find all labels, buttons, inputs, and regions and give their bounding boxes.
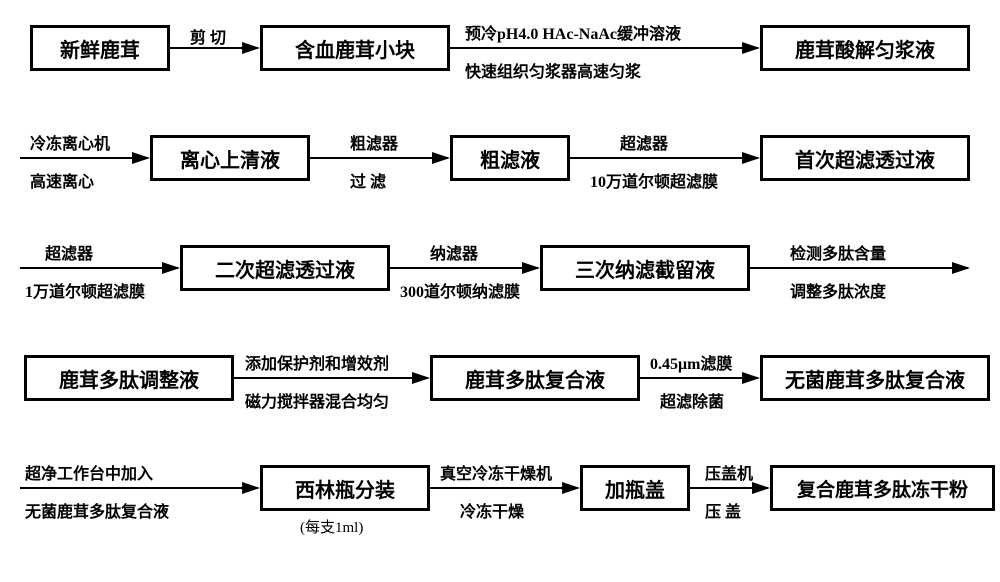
edge-label-homogenizer: 快速组织匀浆器高速匀浆	[465, 58, 641, 82]
edge-label-uf2-top: 超滤器	[45, 240, 93, 264]
node-polypeptide-adjusted: 鹿茸多肽调整液	[24, 355, 234, 401]
node-vial-filling: 西林瓶分装	[260, 465, 430, 511]
node-label: 无菌鹿茸多肽复合液	[785, 364, 965, 393]
node-lyophilized-powder: 复合鹿茸多肽冻干粉	[770, 465, 995, 511]
edge-label-centrifuge-bot: 高速离心	[30, 168, 94, 192]
edge-label-presscap-top: 压盖机	[705, 460, 753, 484]
edge-label-nf-top: 纳滤器	[430, 240, 478, 264]
node-label: 含血鹿茸小块	[295, 34, 415, 63]
edge-label-buffer: 预冷pH4.0 HAc-NaAc缓冲溶液	[465, 20, 681, 44]
edge-label-presscap-bot: 压 盖	[705, 498, 741, 522]
node-blood-antler-pieces: 含血鹿茸小块	[260, 25, 450, 71]
node-label: 加瓶盖	[605, 474, 665, 503]
edge-label-ultrafilter-bot: 10万道尔顿超滤膜	[590, 168, 718, 192]
node-coarse-filtrate: 粗滤液	[450, 135, 570, 181]
node-capping: 加瓶盖	[580, 465, 690, 511]
node-vial-sublabel: (每支1ml)	[300, 516, 363, 537]
edge-label-nf-bot: 300道尔顿纳滤膜	[400, 278, 520, 302]
edge-label-cut: 剪 切	[190, 24, 226, 48]
node-label: 三次纳滤截留液	[575, 254, 715, 283]
node-label: 鹿茸多肽复合液	[465, 364, 605, 393]
edge-label-centrifuge-top: 冷冻离心机	[30, 130, 110, 154]
node-acidolysis-homogenate: 鹿茸酸解匀浆液	[760, 25, 970, 71]
edge-label-045-bot: 超滤除菌	[660, 388, 724, 412]
edge-label-detect-bot: 调整多肽浓度	[790, 278, 886, 302]
edge-label-045-top: 0.45μm滤膜	[650, 350, 732, 374]
edge-label-coarse-filter-top: 粗滤器	[350, 130, 398, 154]
node-label: 复合鹿茸多肽冻干粉	[797, 475, 968, 502]
edge-label-coarse-filter-bot: 过 滤	[350, 168, 386, 192]
node-label: 粗滤液	[480, 144, 540, 173]
edge-label-detect-top: 检测多肽含量	[790, 240, 886, 264]
edge-label-ultrafilter-top: 超滤器	[620, 130, 668, 154]
flowchart-canvas: 新鲜鹿茸 含血鹿茸小块 鹿茸酸解匀浆液 离心上清液 粗滤液 首次超滤透过液 二次…	[0, 0, 1000, 582]
node-label: 鹿茸酸解匀浆液	[795, 34, 935, 63]
node-second-ultrafiltrate: 二次超滤透过液	[180, 245, 390, 291]
edge-label-freezedry-bot: 冷冻干燥	[460, 498, 524, 522]
node-polypeptide-complex: 鹿茸多肽复合液	[430, 355, 640, 401]
edge-label-cleanbench-top: 超净工作台中加入	[25, 460, 153, 484]
node-first-ultrafiltrate: 首次超滤透过液	[760, 135, 970, 181]
edge-label-cleanbench-bot: 无菌鹿茸多肽复合液	[25, 498, 169, 522]
node-label: 新鲜鹿茸	[60, 34, 140, 63]
node-label: 二次超滤透过液	[215, 254, 355, 283]
node-centrifuge-supernatant: 离心上清液	[150, 135, 310, 181]
edge-label-freezedry-top: 真空冷冻干燥机	[440, 460, 552, 484]
node-label: 鹿茸多肽调整液	[59, 364, 199, 393]
edge-label-additive-bot: 磁力搅拌器混合均匀	[245, 388, 389, 412]
node-label: 首次超滤透过液	[795, 144, 935, 173]
node-label: 离心上清液	[180, 144, 280, 173]
node-label: 西林瓶分装	[295, 474, 395, 503]
edge-label-uf2-bot: 1万道尔顿超滤膜	[25, 278, 145, 302]
node-third-nanofiltrate: 三次纳滤截留液	[540, 245, 750, 291]
node-fresh-antler: 新鲜鹿茸	[30, 25, 170, 71]
edge-label-additive-top: 添加保护剂和增效剂	[245, 350, 389, 374]
node-sterile-polypeptide-complex: 无菌鹿茸多肽复合液	[760, 355, 990, 401]
